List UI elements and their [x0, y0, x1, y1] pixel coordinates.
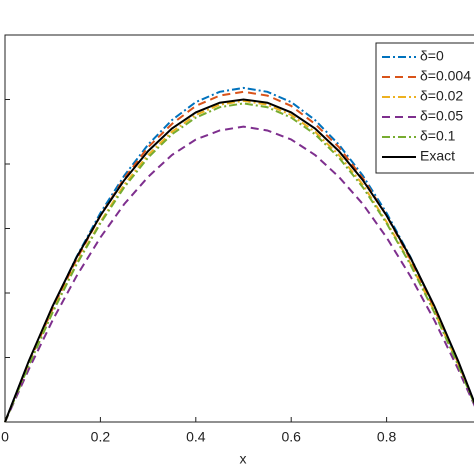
legend-label: δ=0.004 [420, 68, 471, 84]
series-line [4, 102, 474, 423]
legend-label: δ=0.05 [420, 108, 463, 124]
series-line [4, 125, 474, 423]
x-tick-label: 0.8 [377, 429, 397, 445]
legend-label: Exact [420, 148, 455, 164]
x-tick-label: 0.6 [281, 429, 301, 445]
x-tick-label: 0.4 [186, 429, 206, 445]
legend-label: δ=0.02 [420, 88, 463, 104]
legend-label: δ=0 [420, 48, 444, 64]
series-line [4, 99, 474, 423]
x-axis-label: x [240, 451, 247, 467]
legend-label: δ=0.1 [420, 128, 456, 144]
series-line [4, 98, 474, 423]
legend-box [375, 42, 474, 174]
x-tick-label: 0 [1, 429, 9, 445]
x-tick-label: 0.2 [91, 429, 111, 445]
